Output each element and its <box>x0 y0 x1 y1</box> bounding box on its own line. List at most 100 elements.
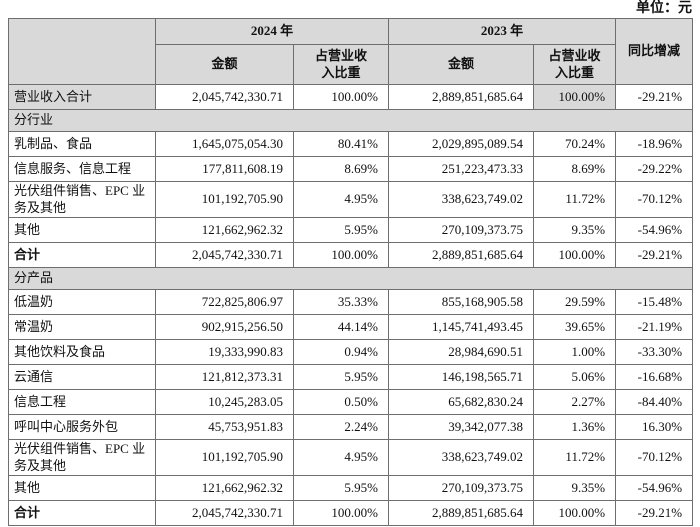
amount-2024-cell: 45,753,951.83 <box>155 414 294 440</box>
amount-2024-cell: 19,333,990.83 <box>155 339 294 365</box>
share-2024-cell: 80.41% <box>292 131 390 157</box>
share-2023-cell: 29.59% <box>533 289 617 315</box>
share-2024-header: 占营业收入比重 <box>292 44 390 85</box>
amount-2024-cell: 2,045,742,330.71 <box>155 84 294 110</box>
table-header: 2024 年 2023 年 同比增减 金额 占营业收入比重 金额 占营业收入比重 <box>8 18 694 85</box>
row-label-cell: 乳制品、食品 <box>8 131 156 157</box>
yoy-cell: -15.48% <box>615 289 694 315</box>
row-label-cell: 光伏组件销售、EPC 业务及其他 <box>8 181 156 218</box>
year-2024-header: 2024 年 <box>154 18 390 45</box>
share-2023-cell: 11.72% <box>533 181 617 218</box>
yoy-cell: -70.12% <box>615 439 694 476</box>
share-2024-cell: 0.50% <box>292 389 390 415</box>
table-row: 分产品 <box>7 267 694 290</box>
table-row: 信息工程 10,245,283.05 0.50% 65,682,830.24 2.27%… <box>8 389 694 415</box>
section-label-cell: 分行业 <box>7 109 694 132</box>
amount-2024-cell: 121,662,962.32 <box>155 475 294 501</box>
table-row: 常温奶 902,915,256.50 44.14% 1,145,741,493.45 3… <box>8 314 694 340</box>
amount-2023-cell: 270,109,373.75 <box>388 475 535 501</box>
table-row: 其他 121,662,962.32 5.95% 270,109,373.75 9.35%… <box>8 217 694 243</box>
amount-2023-cell: 2,889,851,685.64 <box>388 500 535 526</box>
amount-2023-header: 金额 <box>388 44 535 85</box>
unit-label: 单位：元 <box>636 1 692 16</box>
row-label-cell: 其他饮料及食品 <box>8 339 156 365</box>
table-row: 呼叫中心服务外包 45,753,951.83 2.24% 39,342,077.38 1… <box>8 414 694 440</box>
yoy-header: 同比增减 <box>615 18 694 85</box>
table-row: 分行业 <box>7 109 694 132</box>
yoy-cell: -54.96% <box>615 475 694 501</box>
row-label-cell: 光伏组件销售、EPC 业务及其他 <box>8 439 156 476</box>
amount-2023-cell: 338,623,749.02 <box>388 181 535 218</box>
amount-2023-cell: 65,682,830.24 <box>388 389 535 415</box>
header-row-years: 2024 年 2023 年 同比增减 <box>8 18 694 85</box>
table-row: 合计 2,045,742,330.71 100.00% 2,889,851,685.6… <box>8 242 694 268</box>
row-label-cell: 营业收入合计 <box>8 84 156 110</box>
table-row: 光伏组件销售、EPC 业务及其他 101,192,705.90 4.95% 338,6… <box>8 181 694 218</box>
yoy-cell: -70.12% <box>615 181 694 218</box>
row-label-cell: 常温奶 <box>8 314 156 340</box>
share-2023-cell: 100.00% <box>533 84 617 110</box>
row-label-cell: 合计 <box>8 242 156 268</box>
table-row: 营业收入合计 2,045,742,330.71 100.00% 2,889,851,6… <box>8 84 694 110</box>
share-2023-cell: 100.00% <box>533 500 617 526</box>
share-2024-cell: 5.95% <box>292 364 390 390</box>
amount-2023-cell: 146,198,565.71 <box>388 364 535 390</box>
table-row: 低温奶 722,825,806.97 35.33% 855,168,905.58 29.… <box>8 289 694 315</box>
table-row: 合计 2,045,742,330.71 100.00% 2,889,851,685.6… <box>8 500 694 526</box>
share-2023-cell: 11.72% <box>533 439 617 476</box>
share-2024-cell: 5.95% <box>292 217 390 243</box>
share-2023-header-text: 占营业收入比重 <box>548 47 601 80</box>
amount-2024-cell: 121,662,962.32 <box>155 217 294 243</box>
share-2024-cell: 0.94% <box>292 339 390 365</box>
share-2024-cell: 44.14% <box>292 314 390 340</box>
table-row: 云通信 121,812,373.31 5.95% 146,198,565.71 5.06… <box>8 364 694 390</box>
yoy-cell: -33.30% <box>615 339 694 365</box>
amount-2023-cell: 2,889,851,685.64 <box>388 242 535 268</box>
share-2023-cell: 8.69% <box>533 156 617 182</box>
share-2024-cell: 100.00% <box>292 500 390 526</box>
row-label-cell: 呼叫中心服务外包 <box>8 414 156 440</box>
row-label-cell: 其他 <box>8 475 156 501</box>
yoy-cell: 16.30% <box>615 414 694 440</box>
share-2024-cell: 100.00% <box>292 242 390 268</box>
amount-2024-cell: 121,812,373.31 <box>155 364 294 390</box>
amount-2024-cell: 2,045,742,330.71 <box>155 500 294 526</box>
share-2023-cell: 5.06% <box>533 364 617 390</box>
share-2023-cell: 1.00% <box>533 339 617 365</box>
amount-2023-cell: 39,342,077.38 <box>388 414 535 440</box>
share-2023-cell: 39.65% <box>533 314 617 340</box>
share-2023-cell: 2.27% <box>533 389 617 415</box>
amount-2024-cell: 722,825,806.97 <box>155 289 294 315</box>
share-2023-cell: 1.36% <box>533 414 617 440</box>
amount-2024-cell: 101,192,705.90 <box>155 181 294 218</box>
share-2024-cell: 4.95% <box>292 439 390 476</box>
share-2024-cell: 2.24% <box>292 414 390 440</box>
yoy-cell: -54.96% <box>615 217 694 243</box>
share-2023-cell: 9.35% <box>533 475 617 501</box>
yoy-cell: -21.19% <box>615 314 694 340</box>
yoy-cell: -29.22% <box>615 156 694 182</box>
amount-2024-cell: 2,045,742,330.71 <box>155 242 294 268</box>
amount-2024-cell: 101,192,705.90 <box>155 439 294 476</box>
revenue-breakdown-table: 2024 年 2023 年 同比增减 金额 占营业收入比重 金额 占营业收入比重… <box>7 18 694 526</box>
table-body: 营业收入合计 2,045,742,330.71 100.00% 2,889,851,6… <box>7 84 694 526</box>
share-2024-cell: 100.00% <box>292 84 390 110</box>
yoy-cell: -29.21% <box>615 500 694 526</box>
amount-2023-cell: 251,223,473.33 <box>388 156 535 182</box>
corner-cell <box>8 18 156 85</box>
row-label-cell: 云通信 <box>8 364 156 390</box>
header-row-measures: 金额 占营业收入比重 金额 占营业收入比重 <box>9 44 693 85</box>
row-label-cell: 合计 <box>8 500 156 526</box>
amount-2024-cell: 10,245,283.05 <box>155 389 294 415</box>
share-2023-cell: 70.24% <box>533 131 617 157</box>
amount-2023-cell: 338,623,749.02 <box>388 439 535 476</box>
share-2024-cell: 4.95% <box>292 181 390 218</box>
share-2023-cell: 100.00% <box>533 242 617 268</box>
share-2024-cell: 5.95% <box>292 475 390 501</box>
table-row: 信息服务、信息工程 177,811,608.19 8.69% 251,223,473.… <box>8 156 694 182</box>
row-label-cell: 其他 <box>8 217 156 243</box>
table-row: 其他饮料及食品 19,333,990.83 0.94% 28,984,690.51 1.… <box>8 339 694 365</box>
section-label-cell: 分产品 <box>7 267 694 290</box>
table-row: 乳制品、食品 1,645,075,054.30 80.41% 2,029,895,08… <box>8 131 694 157</box>
share-2024-cell: 35.33% <box>292 289 390 315</box>
